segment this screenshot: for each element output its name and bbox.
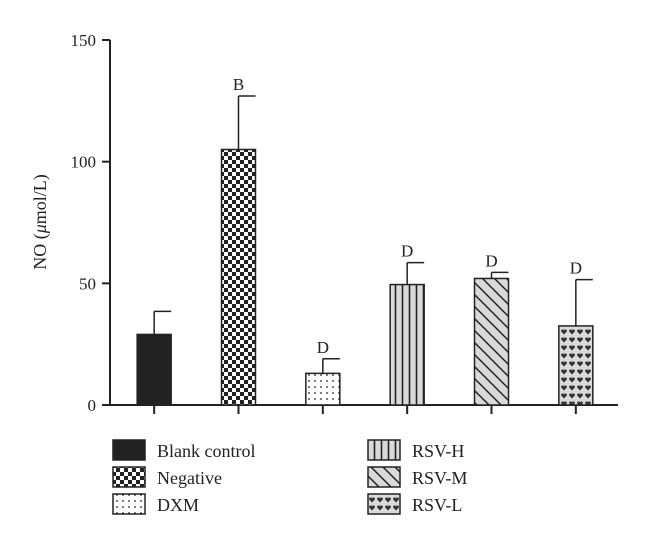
legend-label: Negative [157,468,222,488]
bar [136,333,172,406]
legend-label: Blank control [157,441,255,461]
y-tick-label: 0 [88,396,97,415]
y-tick-label: 100 [71,153,97,172]
legend: Blank control Negative DXM RSV-H RSV-M RSV-L [112,439,467,515]
bar [305,372,341,406]
significance-label: D [570,259,582,278]
significance-label: B [233,75,244,94]
y-tick-label: 50 [79,274,96,293]
legend-swatch [367,493,401,515]
y-axis-label: NO (μmol/L) [30,174,51,270]
significance-label: D [401,242,413,261]
legend-swatch [367,439,401,461]
legend-label: RSV-H [412,441,464,461]
significance-label: D [317,338,329,357]
bars: B D D D D [136,75,594,406]
legend-swatch [112,439,146,461]
y-tick-label: 150 [71,31,97,50]
y-axis-label-mu: μ [30,224,50,234]
bar [389,283,425,406]
y-axis-label-pre: NO ( [30,233,51,270]
y-axis-label-post: mol/L) [30,174,51,224]
axes: 0 50 100 150 [71,31,618,415]
bar [473,277,510,406]
legend-swatch [112,466,146,488]
bar [558,325,594,406]
bar [220,148,257,406]
legend-label: RSV-M [412,468,467,488]
legend-label: RSV-L [412,495,462,515]
legend-swatch [367,466,401,488]
significance-label: D [485,251,497,270]
legend-label: DXM [157,495,199,515]
legend-swatch [112,493,146,515]
